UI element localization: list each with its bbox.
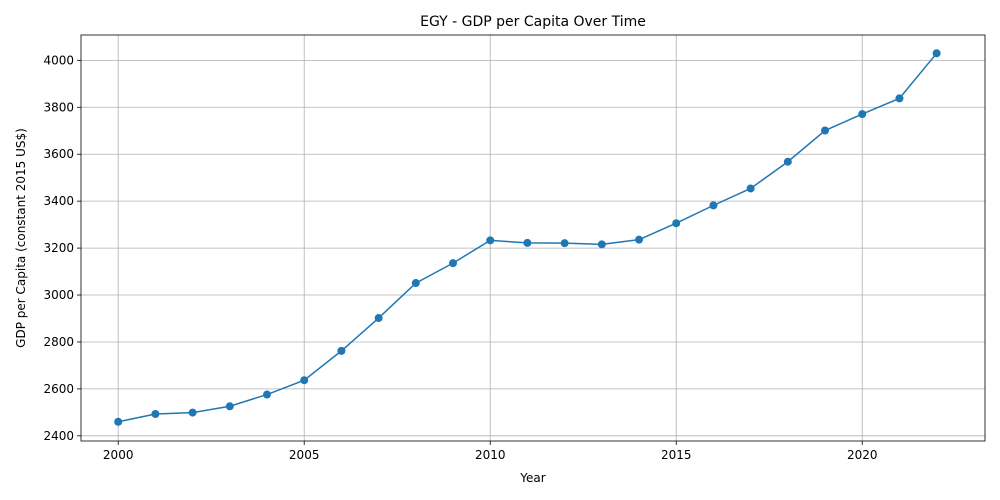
- y-tick-label: 2400: [43, 429, 74, 443]
- data-point: [635, 235, 644, 244]
- data-point: [300, 376, 309, 385]
- data-point: [821, 126, 830, 135]
- y-tick-label: 3400: [43, 194, 74, 208]
- data-point: [225, 402, 234, 411]
- plot-area: [114, 49, 941, 426]
- data-point: [746, 184, 755, 193]
- chart-title: EGY - GDP per Capita Over Time: [420, 14, 646, 30]
- y-tick-label: 3200: [43, 241, 74, 255]
- x-tick-label: 2000: [103, 448, 134, 462]
- data-point: [151, 410, 160, 419]
- y-tick-label: 3600: [43, 147, 74, 161]
- data-point: [337, 346, 346, 355]
- y-axis-title: GDP per Capita (constant 2015 US$): [14, 128, 28, 348]
- x-axis: 2000 2005 2010 2015 2020: [103, 441, 878, 462]
- x-tick-label: 2005: [289, 448, 320, 462]
- y-tick-label: 2600: [43, 382, 74, 396]
- x-axis-title: Year: [519, 471, 545, 485]
- data-point: [783, 157, 792, 166]
- data-point: [858, 110, 867, 119]
- data-point: [374, 314, 383, 323]
- x-tick-label: 2010: [475, 448, 506, 462]
- y-tick-label: 4000: [43, 53, 74, 67]
- y-tick-label: 3800: [43, 100, 74, 114]
- data-point: [672, 219, 681, 228]
- x-tick-label: 2015: [661, 448, 692, 462]
- x-tick-label: 2020: [847, 448, 878, 462]
- data-point: [449, 259, 458, 268]
- data-point: [188, 408, 197, 417]
- y-axis: 2400 2600 2800 3000 3200 3400 3600 3800 4000: [43, 53, 81, 443]
- data-point: [597, 240, 606, 249]
- y-tick-label: 3000: [43, 288, 74, 302]
- data-point: [263, 390, 272, 399]
- data-point: [486, 236, 495, 245]
- data-point: [523, 238, 532, 247]
- data-point: [895, 94, 904, 103]
- data-point: [560, 239, 569, 248]
- data-point: [411, 279, 420, 288]
- y-tick-label: 2800: [43, 335, 74, 349]
- grid: [81, 35, 985, 441]
- data-point: [709, 201, 718, 210]
- data-point: [114, 417, 123, 426]
- plot-frame: [80, 34, 986, 442]
- data-point: [932, 49, 941, 58]
